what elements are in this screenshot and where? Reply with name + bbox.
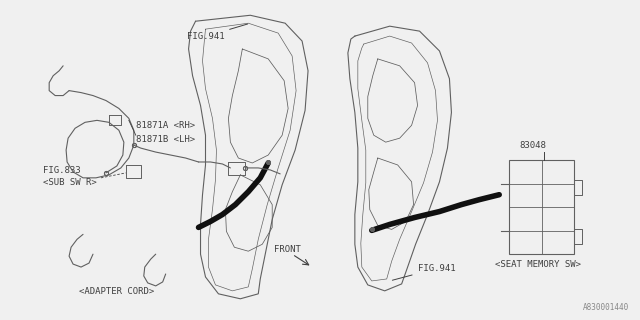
Text: 81871A <RH>: 81871A <RH> [136,121,195,130]
Text: FRONT: FRONT [274,245,301,254]
Text: <SUB SW R>: <SUB SW R> [44,178,97,187]
Text: A830001440: A830001440 [582,303,628,312]
Text: 81871B <LH>: 81871B <LH> [136,135,195,144]
Text: FIG.941: FIG.941 [187,24,248,41]
Text: FIG.833: FIG.833 [44,166,81,175]
Text: <ADAPTER CORD>: <ADAPTER CORD> [79,287,154,296]
Text: 83048: 83048 [519,141,546,150]
Bar [509,160,574,254]
Text: FIG.941: FIG.941 [392,264,455,280]
Text: <SEAT MEMORY SW>: <SEAT MEMORY SW> [495,260,581,269]
